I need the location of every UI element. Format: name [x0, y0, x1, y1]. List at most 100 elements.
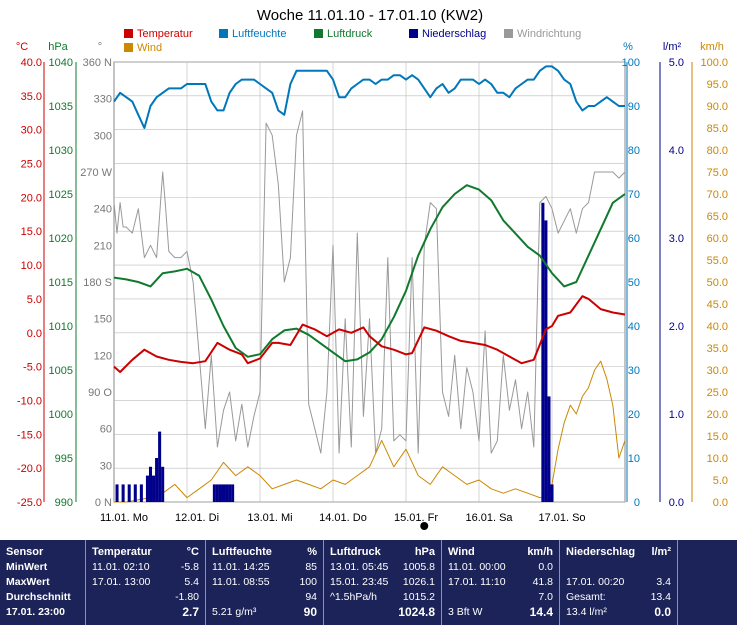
hum-abs-humidity: 5.21 g/m³	[212, 606, 257, 618]
humidity-tick: 30	[628, 365, 640, 377]
rain-bar	[221, 484, 226, 502]
legend-swatch-winddir	[504, 29, 513, 38]
avg-label: Durchschnitt	[6, 591, 71, 603]
wind-tick: 40.0	[707, 321, 728, 333]
press-current-value: 1024.8	[398, 605, 435, 619]
rain-total-value: 13.4	[650, 591, 671, 603]
x-axis: 11.01. Mo 12.01. Di 13.01. Mi 14.01. Do 15.0…	[100, 512, 586, 530]
temp-max-value: 5.4	[184, 576, 199, 588]
temp-tick: 25.0	[21, 159, 42, 171]
legend-label-pressure: Luftdruck	[327, 28, 373, 40]
rain-total-summary: 13.4 l/m²	[566, 606, 607, 618]
wind-tick: 100.0	[700, 57, 728, 69]
series	[113, 65, 626, 503]
temp-tick: 5.0	[27, 294, 42, 306]
rain-bar	[115, 484, 119, 502]
wind-current-value: 14.4	[529, 605, 553, 619]
rain-bar	[541, 202, 545, 503]
press-min-time: 13.01. 05:45	[330, 561, 389, 573]
max-label: MaxWert	[6, 576, 50, 588]
winddir-tick: 330	[94, 94, 112, 106]
wind-max-time: 17.01. 11:10	[448, 576, 506, 588]
pressure-tick: 1025	[49, 189, 73, 201]
temp-min-time: 11.01. 02:10	[92, 561, 150, 573]
humidity-tick: 90	[628, 101, 640, 113]
temp-tick: 20.0	[21, 192, 42, 204]
press-min-value: 1005.8	[402, 561, 435, 573]
winddir-tick: 30	[100, 460, 112, 472]
temp-tick: -10.0	[17, 395, 42, 407]
plot-area	[113, 61, 626, 503]
grid	[113, 61, 626, 503]
temp-current-value: 2.7	[182, 605, 199, 619]
rain-tick: 1.0	[669, 409, 684, 421]
rain-bar	[155, 458, 159, 502]
now-marker-icon	[420, 522, 429, 530]
temp-tick: -20.0	[17, 463, 42, 475]
humidity-tick: 80	[628, 145, 640, 157]
rain-total-label: Gesamt:	[566, 591, 606, 603]
humidity-tick: 40	[628, 321, 640, 333]
temp-tick: -5.0	[23, 362, 42, 374]
legend-label-temp: Temperatur	[137, 28, 193, 40]
rain-bar	[225, 484, 229, 502]
current-time-label: 17.01. 23:00	[6, 606, 65, 618]
rain-bar	[148, 466, 153, 502]
rain-header: Niederschlag	[566, 546, 636, 558]
wind-header: Wind	[448, 546, 475, 558]
press-max-time: 15.01. 23:45	[330, 576, 389, 588]
stats-labels-column: Sensor MinWert MaxWert Durchschnitt 17.0…	[0, 540, 86, 625]
rain-tick: 2.0	[669, 321, 684, 333]
min-label: MinWert	[6, 561, 48, 573]
legend-swatch-rain	[409, 29, 418, 38]
winddir-tick: 300	[94, 130, 112, 142]
hum-header: Luftfeuchte	[212, 546, 272, 558]
pressure-tick: 1035	[49, 101, 73, 113]
sensor-header: Sensor	[6, 546, 44, 558]
legend-label-humidity: Luftfeuchte	[232, 28, 286, 40]
rain-bar	[158, 431, 162, 502]
wind-min-value: 0.0	[538, 561, 553, 573]
press-trend: ^1.5hPa/h	[330, 591, 377, 603]
x-tick-label: 12.01. Di	[175, 512, 219, 524]
legend-swatch-wind	[124, 43, 133, 52]
wind-tick: 85.0	[707, 123, 728, 135]
statistics-panel: Sensor MinWert MaxWert Durchschnitt 17.0…	[0, 540, 737, 625]
temp-tick: 40.0	[21, 57, 42, 69]
pressure-tick: 990	[55, 497, 73, 509]
winddir-tick: 270 W	[80, 167, 112, 179]
axis-unit-labels: °C hPa ° % l/m² km/h	[16, 41, 724, 53]
temp-tick: -25.0	[17, 497, 42, 509]
rain-bar	[550, 484, 554, 502]
x-tick-label: 17.01. So	[538, 512, 585, 524]
hum-max-time: 11.01. 08:55	[212, 576, 270, 588]
legend: Temperatur Luftfeuchte Luftdruck Niederschl…	[124, 28, 581, 54]
stats-rain-column: Niederschlag l/m² 17.01. 00:20 3.4 Gesamt:…	[560, 540, 678, 625]
x-tick-label: 16.01. Sa	[465, 512, 513, 524]
humidity-tick: 70	[628, 189, 640, 201]
pressure-tick: 1020	[49, 233, 73, 245]
series-line-humidity	[113, 65, 625, 129]
rain-bar	[212, 484, 216, 502]
winddir-tick: 60	[100, 424, 112, 436]
temp-tick: 35.0	[21, 91, 42, 103]
wind-tick: 20.0	[707, 409, 728, 421]
wind-tick: 35.0	[707, 343, 728, 355]
hum-min-value: 85	[305, 561, 317, 573]
wind-tick: 70.0	[707, 189, 728, 201]
wind-tick: 5.0	[713, 475, 728, 487]
humidity-tick: 60	[628, 233, 640, 245]
winddir-tick: 240	[94, 204, 112, 216]
wind-tick: 80.0	[707, 145, 728, 157]
humidity-tick: 20	[628, 409, 640, 421]
rain-tick: 3.0	[669, 233, 684, 245]
wind-tick: 30.0	[707, 365, 728, 377]
pressure-tick: 1040	[49, 57, 73, 69]
stats-wind-column: Wind km/h 11.01. 00:00 0.0 17.01. 11:10 41.…	[442, 540, 560, 625]
humidity-axis-unit: %	[623, 41, 633, 53]
temp-min-value: -5.8	[180, 561, 199, 573]
rain-bar	[127, 484, 131, 502]
wind-tick: 25.0	[707, 387, 728, 399]
rain-bar	[544, 220, 548, 502]
hum-max-value: 100	[299, 576, 317, 588]
